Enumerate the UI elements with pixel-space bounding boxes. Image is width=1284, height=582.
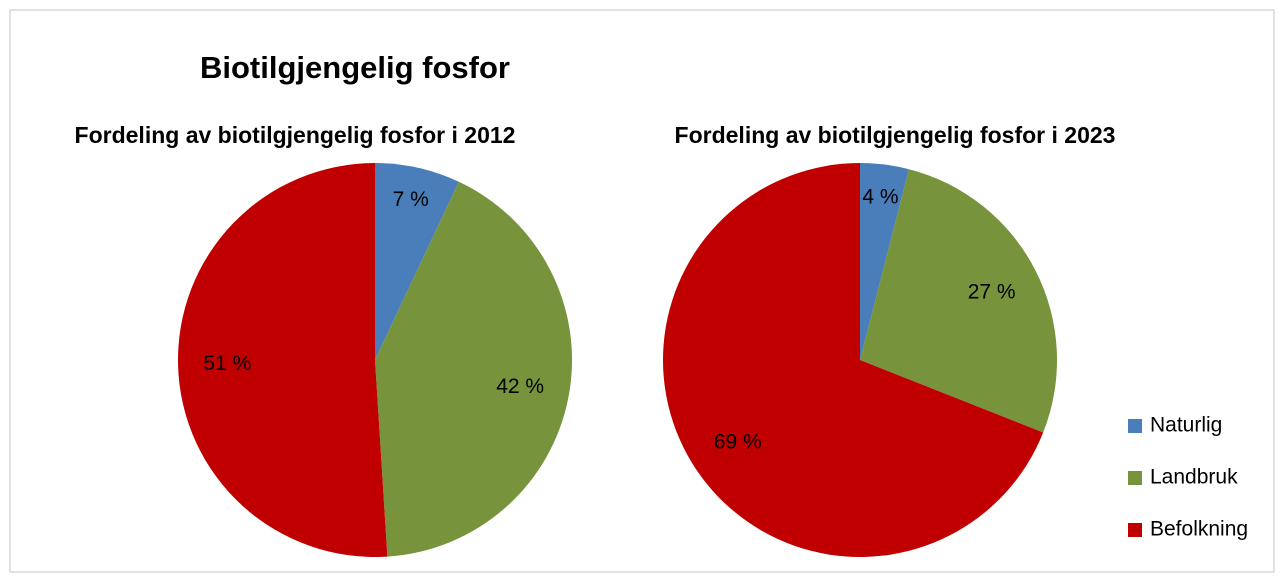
pie-slice bbox=[177, 163, 388, 557]
data-label: 42 % bbox=[496, 375, 544, 398]
legend-swatch bbox=[1128, 523, 1142, 537]
data-label: 27 % bbox=[968, 280, 1016, 303]
data-label: 7 % bbox=[393, 188, 429, 211]
pie-slice bbox=[860, 163, 909, 360]
legend-label: Befolkning bbox=[1150, 518, 1248, 541]
legend-swatch bbox=[1128, 471, 1142, 485]
pie-slice bbox=[663, 163, 1044, 557]
pie-title: Fordeling av biotilgjengelig fosfor i 20… bbox=[675, 122, 1116, 148]
legend-label: Naturlig bbox=[1150, 414, 1222, 437]
data-label: 51 % bbox=[203, 352, 251, 375]
legend-swatch bbox=[1128, 419, 1142, 433]
pie-slice bbox=[375, 181, 572, 557]
chart-title: Biotilgjengelig fosfor bbox=[200, 50, 510, 85]
data-label: 4 % bbox=[862, 185, 898, 208]
legend-label: Landbruk bbox=[1150, 466, 1238, 489]
pie-slice bbox=[860, 169, 1057, 433]
pie-slice bbox=[375, 163, 459, 360]
data-label: 69 % bbox=[714, 431, 762, 454]
pie-title: Fordeling av biotilgjengelig fosfor i 20… bbox=[75, 122, 516, 148]
